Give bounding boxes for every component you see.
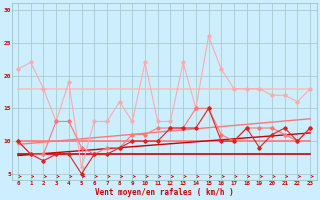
X-axis label: Vent moyen/en rafales ( km/h ): Vent moyen/en rafales ( km/h ): [95, 188, 234, 197]
